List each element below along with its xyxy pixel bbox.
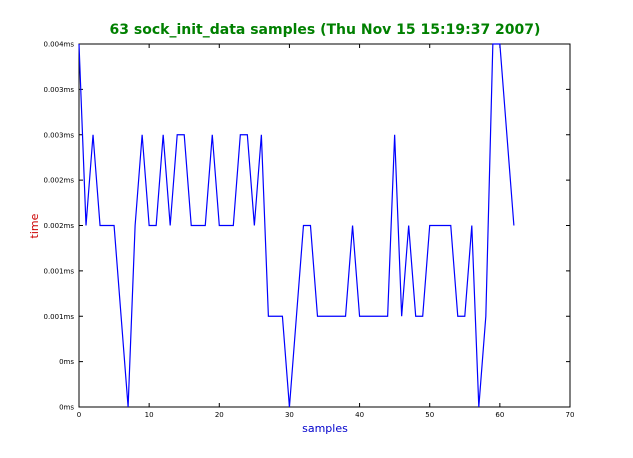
y-axis-ticks: 0ms 0ms 0.001ms 0.001ms 0.002ms 0.002ms 0.003m… <box>43 41 570 412</box>
x-tick-label: 20 <box>215 411 224 419</box>
y-tick-label: 0ms <box>59 404 74 412</box>
y-axis-label: time <box>28 213 41 238</box>
y-tick-label: 0.003ms <box>43 131 74 139</box>
y-tick-label: 0.004ms <box>43 41 74 49</box>
chart-title: 63 sock_init_data samples (Thu Nov 15 15… <box>110 22 541 38</box>
y-tick-label: 0.003ms <box>43 86 74 94</box>
x-tick-label: 60 <box>495 411 504 419</box>
y-tick-label: 0ms <box>59 358 74 366</box>
x-tick-label: 50 <box>425 411 434 419</box>
y-tick-label: 0.002ms <box>43 222 74 230</box>
series-line <box>78 43 515 408</box>
x-axis-ticks: 0 10 20 30 40 50 60 70 <box>77 44 575 419</box>
x-tick-label: 70 <box>566 411 575 419</box>
x-axis-label: samples <box>302 422 348 435</box>
y-tick-label: 0.001ms <box>43 313 74 321</box>
series-layer <box>78 43 515 408</box>
y-tick-label: 0.001ms <box>43 267 74 275</box>
x-tick-label: 0 <box>77 411 81 419</box>
y-tick-label: 0.002ms <box>43 177 74 185</box>
x-tick-label: 30 <box>285 411 294 419</box>
x-tick-label: 40 <box>355 411 364 419</box>
x-tick-label: 10 <box>145 411 154 419</box>
